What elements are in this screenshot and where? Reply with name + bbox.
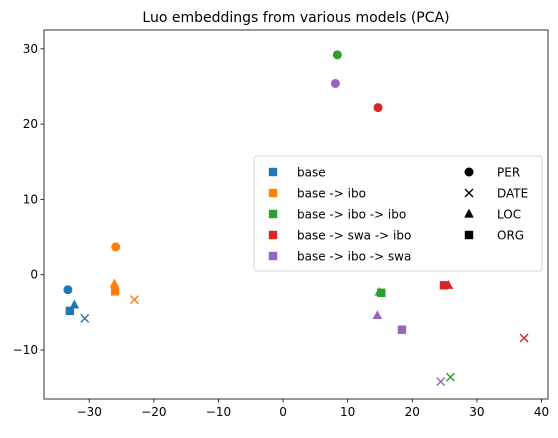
- x-tick-label: −20: [141, 405, 166, 419]
- y-tick-label: 0: [30, 268, 38, 282]
- axes: −30 −20 −10 0 10 20 30 40 −10 0 10 20 30: [13, 29, 549, 419]
- legend-swatch-base-ibo-ibo: [268, 209, 278, 219]
- legend-label-base-ibo-ibo: base -> ibo -> ibo: [297, 208, 406, 222]
- legend-swatch-base-ibo: [268, 188, 278, 198]
- y-tick-label: 30: [23, 42, 38, 56]
- axes-frame: [43, 29, 549, 400]
- legend-marker-per: [464, 167, 474, 177]
- legend-marker-org: [464, 230, 474, 240]
- legend-label-base-ibo-swa: base -> ibo -> swa: [297, 250, 411, 264]
- legend-label-loc: LOC: [497, 208, 521, 222]
- legend-label-org: ORG: [497, 229, 524, 243]
- x-tick-label: 30: [469, 405, 484, 419]
- legend-box: [253, 155, 543, 272]
- legend-label-base-swa-ibo: base -> swa -> ibo: [297, 229, 411, 243]
- y-tick-label: 20: [23, 117, 38, 131]
- point-base-ibo-date: [129, 295, 139, 305]
- point-base-ibo-swa-per: [330, 78, 340, 88]
- point-base-ibo-ibo-date: [445, 372, 455, 382]
- point-base-ibo-ibo-org: [377, 288, 386, 298]
- plot-area: [63, 50, 529, 387]
- point-base-per: [63, 285, 73, 295]
- point-base-ibo-per: [111, 242, 121, 252]
- y-tick-label: 10: [23, 192, 38, 206]
- legend-label-per: PER: [497, 166, 520, 180]
- legend-label-date: DATE: [497, 187, 528, 201]
- x-tick-label: −10: [206, 405, 231, 419]
- legend-swatch-base-swa-ibo: [268, 230, 278, 240]
- x-tick-label: 40: [534, 405, 549, 419]
- legend-marker-loc: [464, 208, 474, 218]
- x-tick-label: 10: [340, 405, 355, 419]
- point-base-org: [65, 306, 75, 316]
- point-base-ibo-org: [110, 287, 120, 296]
- legend-marker-date: [464, 188, 474, 198]
- point-base-swa-ibo-org: [439, 281, 449, 290]
- y-tick-label: −10: [13, 343, 38, 357]
- legend-swatch-base: [268, 167, 278, 177]
- legend-label-base: base: [297, 166, 326, 180]
- point-base-swa-ibo-date: [519, 333, 529, 343]
- point-base-ibo-ibo-per: [332, 50, 342, 60]
- legend: base base -> ibo base -> ibo -> ibo base ->…: [253, 155, 543, 272]
- x-tick-label: 0: [279, 405, 287, 419]
- point-base-date: [80, 313, 90, 323]
- x-tick-label: −30: [77, 405, 102, 419]
- point-base-loc: [69, 299, 80, 309]
- legend-swatch-base-ibo-swa: [268, 251, 278, 261]
- point-base-ibo-loc: [109, 278, 120, 288]
- point-base-ibo-swa-org: [397, 325, 407, 334]
- chart-title: Luo embeddings from various models (PCA): [142, 10, 449, 26]
- legend-label-base-ibo: base -> ibo: [297, 187, 366, 201]
- point-base-swa-ibo-per: [373, 103, 383, 113]
- point-base-ibo-swa-loc: [372, 310, 383, 320]
- x-tick-label: 20: [405, 405, 420, 419]
- point-base-ibo-swa-date: [436, 377, 446, 387]
